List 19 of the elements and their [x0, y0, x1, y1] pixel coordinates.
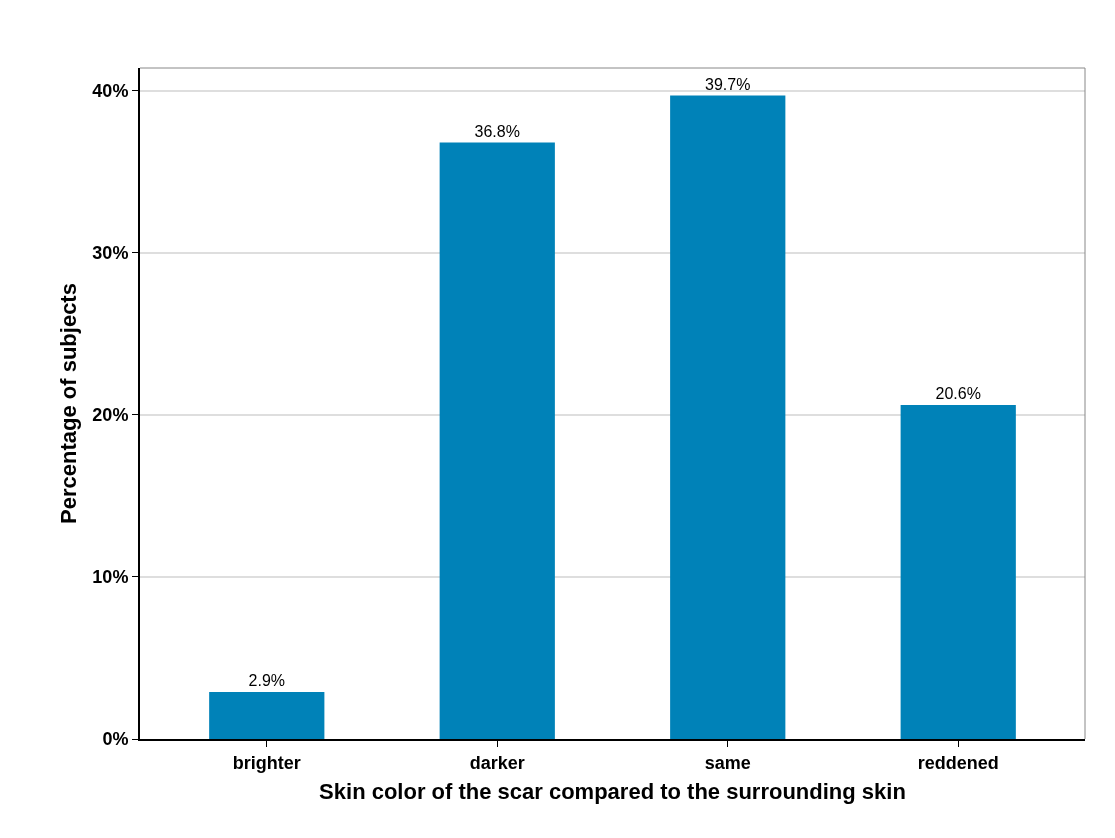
data-label: 36.8% — [474, 122, 520, 140]
y-tick-label: 20% — [92, 405, 129, 426]
y-tick-label: 10% — [92, 567, 129, 588]
bar — [209, 692, 325, 739]
x-tick-label: brighter — [232, 752, 301, 773]
y-tick-label: 30% — [92, 243, 129, 264]
bar — [670, 95, 786, 739]
y-axis-title: Percentage of subjects — [55, 283, 81, 524]
y-tick-label: 40% — [92, 80, 129, 101]
bar — [900, 405, 1016, 739]
x-axis-title: Skin color of the scar compared to the surrounding skin — [319, 779, 906, 804]
y-tick-label: 0% — [102, 729, 129, 750]
data-label: 39.7% — [705, 75, 751, 93]
x-tick-label: darker — [469, 752, 525, 773]
data-label: 2.9% — [248, 672, 285, 689]
bar — [439, 142, 555, 739]
x-tick-label: same — [704, 752, 751, 773]
data-label: 20.6% — [935, 385, 981, 403]
x-tick-label: reddened — [917, 752, 999, 773]
